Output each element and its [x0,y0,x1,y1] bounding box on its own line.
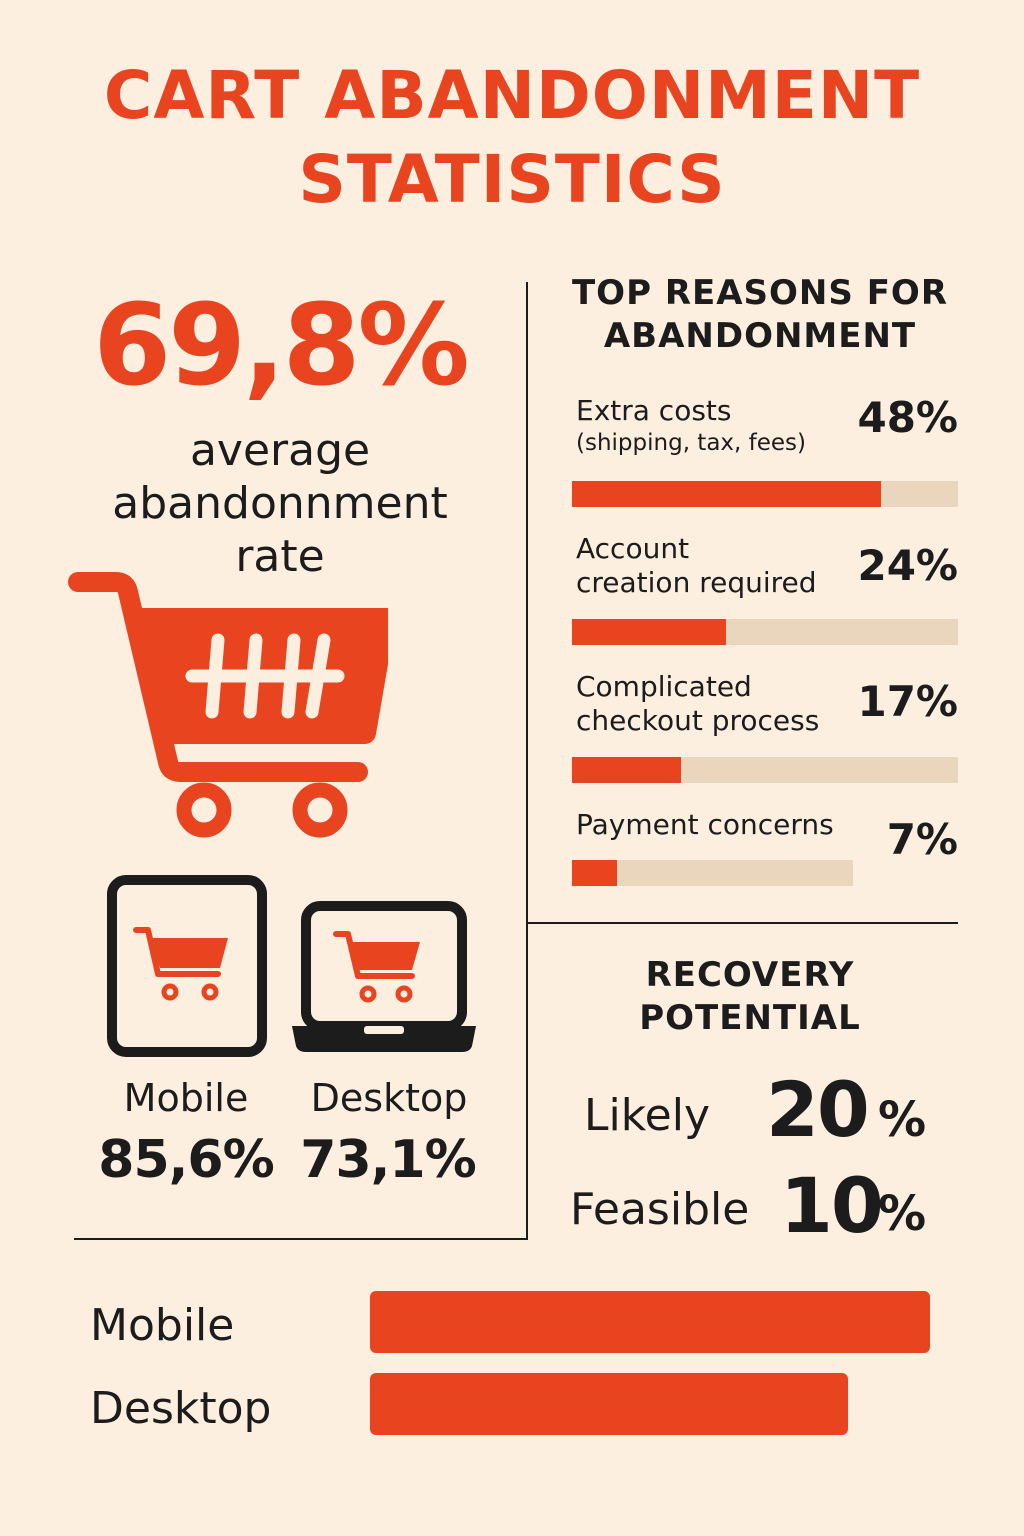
reason-label-line: Payment concerns [576,808,834,841]
comparison-bar [370,1373,848,1435]
reason-sublabel: (shipping, tax, fees) [576,430,807,456]
left-column-bottom-divider [74,1238,528,1240]
reason-bar-track [572,860,853,886]
reason-bar-track [572,619,958,645]
reason-label: Payment concerns [576,808,866,842]
reason-bar [572,757,681,783]
reasons-title-line: ABANDONMENT [603,316,917,356]
reason-label-line: creation required [576,566,817,599]
reason-label: Complicated checkout process [576,670,856,738]
reason-label-line: Extra costs [576,394,732,427]
reason-label-line: Account [576,532,690,565]
rate-label-line: rate [235,531,325,582]
mobile-device-value: 85,6% [98,1130,274,1190]
mobile-device-icon [107,875,267,1057]
rate-label-line: average [189,425,371,476]
reason-value: 17% [857,677,958,726]
recovery-title-line: POTENTIAL [639,998,861,1038]
reason-bar [572,619,726,645]
recovery-feasible-unit: % [878,1186,927,1242]
reasons-title-line: TOP REASONS FOR [571,273,949,313]
column-divider [526,282,528,1240]
mobile-device-label: Mobile [123,1076,249,1120]
reason-value: 7% [886,815,958,864]
recovery-title: RECOVERY POTENTIAL [530,954,970,1040]
reason-bar [572,860,617,886]
recovery-feasible-value: 10 [780,1161,884,1250]
reason-label: Account creation required [576,532,856,600]
reasons-recovery-divider [528,922,958,924]
comparison-label: Mobile [90,1300,235,1351]
page-title-line-1: CART ABANDONMENT [103,57,921,134]
reason-value: 48% [857,393,958,442]
laptop-device-icon [292,901,476,1052]
reasons-title: TOP REASONS FOR ABANDONMENT [540,272,980,358]
reason-label: Extra costs (shipping, tax, fees) [576,394,856,458]
recovery-likely-unit: % [878,1092,927,1148]
comparison-label: Desktop [90,1383,272,1434]
desktop-device-value: 73,1% [300,1130,476,1190]
desktop-device-label: Desktop [310,1076,468,1120]
recovery-feasible-label: Feasible [570,1184,750,1235]
recovery-likely-label: Likely [584,1090,710,1141]
average-rate-value: 69,8% [93,281,470,411]
comparison-bar [370,1291,930,1353]
reason-label-line: Complicated [576,670,752,703]
page-title-line-2: STATISTICS [298,141,726,218]
reason-value: 24% [857,541,958,590]
reason-bar [572,481,881,507]
reason-label-line: checkout process [576,704,820,737]
average-rate-label: average abandonnment rate [60,424,500,583]
recovery-title-line: RECOVERY [645,955,855,995]
reason-bar-track [572,757,958,783]
rate-label-line: abandonnment [112,478,448,529]
shopping-cart-icon [68,572,388,838]
reason-bar-track [572,481,958,507]
recovery-likely-value: 20 [766,1065,870,1154]
